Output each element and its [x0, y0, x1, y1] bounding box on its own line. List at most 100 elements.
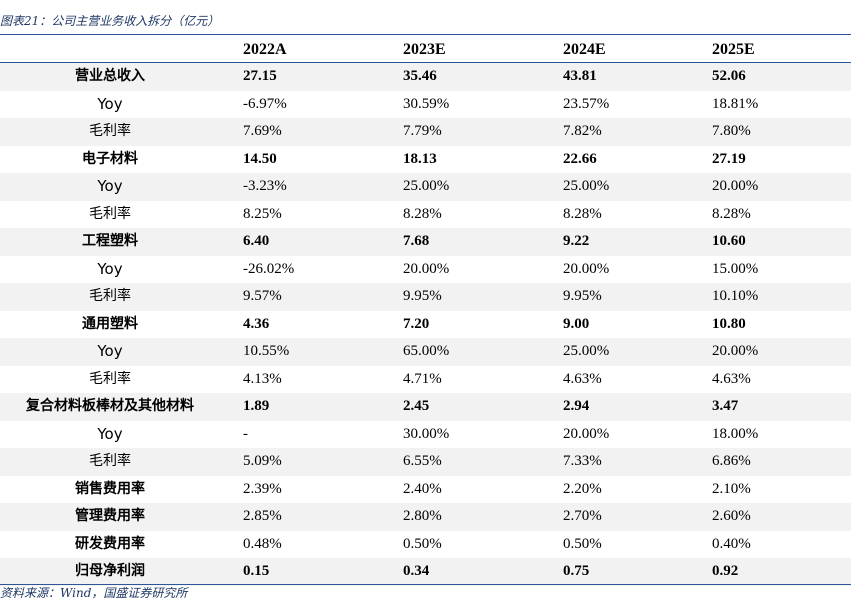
column-header: 2024E	[563, 41, 606, 58]
caption: 图表21：公司主营业务收入拆分（亿元）	[0, 14, 220, 28]
row-label: 销售费用率	[75, 480, 145, 497]
table-row: 管理费用率 2.85% 2.80% 2.70% 2.60%	[0, 503, 851, 531]
cell-value: 30.00%	[403, 425, 450, 442]
table-row: 毛利率 8.25% 8.28% 8.28% 8.28%	[0, 200, 851, 228]
row-label: 毛利率	[89, 123, 131, 139]
cell-value: 3.47	[712, 398, 739, 414]
row-label: Yoy	[97, 342, 123, 360]
table-row: 毛利率 7.69% 7.79% 7.82% 7.80%	[0, 118, 851, 146]
cell-value: 2.10%	[712, 480, 751, 497]
cell-value: 20.00%	[403, 260, 450, 277]
row-label: 管理费用率	[75, 508, 145, 524]
cell-value: 9.95%	[403, 288, 442, 304]
cell-value: 8.28%	[403, 205, 442, 222]
cell-value: 2.45	[403, 398, 430, 414]
row-label: 电子材料	[82, 150, 138, 167]
cell-value: 2.39%	[243, 480, 282, 497]
cell-value: 0.50%	[563, 535, 602, 552]
row-label: Yoy	[97, 94, 123, 113]
cell-value: 30.59%	[403, 95, 450, 112]
row-label: 毛利率	[89, 288, 131, 304]
row-label: Yoy	[97, 259, 123, 278]
cell-value: 15.00%	[712, 260, 759, 277]
cell-value: 0.34	[403, 563, 430, 579]
cell-value: 7.33%	[563, 453, 602, 469]
cell-value: 2.20%	[563, 480, 602, 497]
cell-value: 2.70%	[563, 508, 602, 524]
table-row: 复合材料板棒材及其他材料 1.89 2.45 2.94 3.47	[0, 393, 851, 421]
row-label: 毛利率	[89, 453, 131, 469]
cell-value: 43.81	[563, 68, 597, 84]
table-row: 毛利率 9.57% 9.95% 9.95% 10.10%	[0, 283, 851, 311]
table-row: 销售费用率 2.39% 2.40% 2.20% 2.10%	[0, 475, 851, 503]
row-label: 工程塑料	[82, 233, 138, 249]
row-label: 复合材料板棒材及其他材料	[26, 398, 194, 414]
table-row: 毛利率 4.13% 4.71% 4.63% 4.63%	[0, 365, 851, 393]
table-row: Yoy 10.55% 65.00% 25.00% 20.00%	[0, 338, 851, 366]
cell-value: 2.94	[563, 398, 590, 414]
cell-value: 9.22	[563, 233, 590, 249]
row-label: Yoy	[97, 424, 123, 443]
cell-value: 23.57%	[563, 95, 610, 112]
table-row: Yoy -6.97% 30.59% 23.57% 18.81%	[0, 90, 851, 118]
cell-value: 18.13	[403, 150, 437, 167]
cell-value: 0.75	[563, 563, 590, 579]
top-rule	[0, 34, 851, 35]
cell-value: 25.00%	[563, 178, 610, 194]
cell-value: 10.10%	[712, 288, 759, 304]
cell-value: 0.92	[712, 563, 739, 579]
cell-value: 25.00%	[563, 343, 610, 359]
cell-value: 4.13%	[243, 370, 282, 387]
cell-value: 10.80	[712, 315, 746, 332]
table-row: 通用塑料 4.36 7.20 9.00 10.80	[0, 310, 851, 338]
cell-value: 4.63%	[712, 370, 751, 387]
cell-value: 2.80%	[403, 508, 442, 524]
bottom-rule	[0, 584, 851, 585]
table-row: Yoy -3.23% 25.00% 25.00% 20.00%	[0, 173, 851, 201]
cell-value: 20.00%	[712, 178, 759, 194]
table-row: Yoy -26.02% 20.00% 20.00% 15.00%	[0, 255, 851, 283]
cell-value: 4.63%	[563, 370, 602, 387]
table-row: 研发费用率 0.48% 0.50% 0.50% 0.40%	[0, 530, 851, 558]
cell-value: -3.23%	[243, 178, 287, 194]
cell-value: 7.82%	[563, 123, 602, 139]
cell-value: 2.40%	[403, 480, 442, 497]
cell-value: 10.55%	[243, 343, 290, 359]
cell-value: 8.28%	[712, 205, 751, 222]
row-label: 归母净利润	[75, 563, 145, 579]
cell-value: 9.00	[563, 315, 590, 332]
cell-value: 20.00%	[563, 260, 610, 277]
cell-value: 6.86%	[712, 453, 751, 469]
cell-value: 4.71%	[403, 370, 442, 387]
cell-value: 14.50	[243, 150, 277, 167]
cell-value: 0.48%	[243, 535, 282, 552]
cell-value: 7.79%	[403, 123, 442, 139]
source: 资料来源：Wind，国盛证券研究所	[0, 586, 188, 600]
cell-value: -26.02%	[243, 260, 295, 277]
row-label: 营业总收入	[75, 68, 145, 84]
cell-value: 1.89	[243, 398, 270, 414]
cell-value: 6.55%	[403, 453, 442, 469]
cell-value: 9.95%	[563, 288, 602, 304]
table-row: 营业总收入 27.15 35.46 43.81 52.06	[0, 63, 851, 91]
row-label: Yoy	[97, 177, 123, 195]
cell-value: 27.19	[712, 150, 746, 167]
cell-value: 0.50%	[403, 535, 442, 552]
cell-value: -	[243, 425, 248, 442]
table-row: 毛利率 5.09% 6.55% 7.33% 6.86%	[0, 448, 851, 476]
cell-value: -6.97%	[243, 95, 287, 112]
cell-value: 7.20	[403, 315, 430, 332]
cell-value: 7.68	[403, 233, 430, 249]
cell-value: 7.80%	[712, 123, 751, 139]
cell-value: 10.60	[712, 233, 746, 249]
cell-value: 0.40%	[712, 535, 751, 552]
cell-value: 9.57%	[243, 288, 282, 304]
row-label: 研发费用率	[75, 535, 145, 552]
cell-value: 8.25%	[243, 205, 282, 222]
cell-value: 5.09%	[243, 453, 282, 469]
cell-value: 4.36	[243, 315, 270, 332]
cell-value: 25.00%	[403, 178, 450, 194]
cell-value: 2.60%	[712, 508, 751, 524]
table-row: Yoy - 30.00% 20.00% 18.00%	[0, 420, 851, 448]
cell-value: 52.06	[712, 68, 746, 84]
